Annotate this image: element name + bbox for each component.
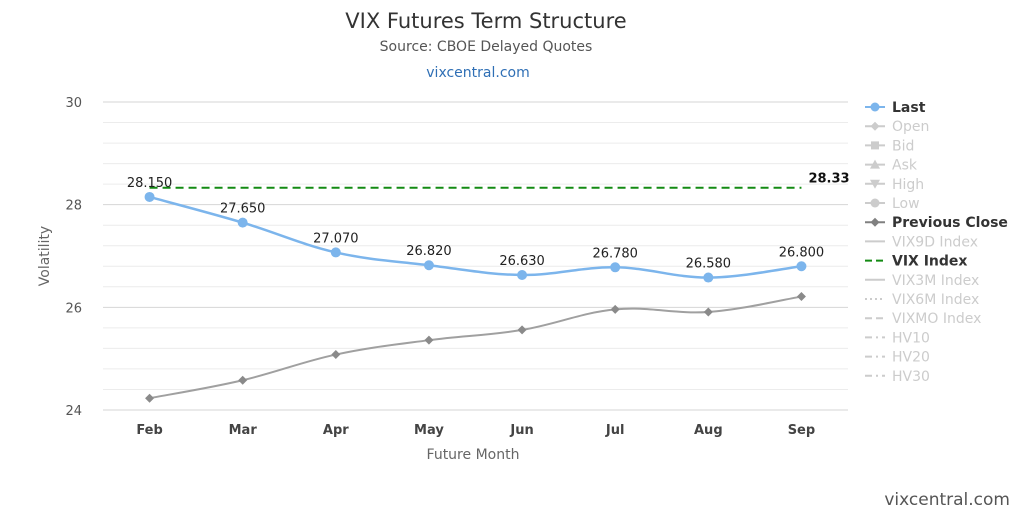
y-tick-label: 30 — [65, 96, 82, 111]
legend-marker — [870, 159, 880, 169]
data-label-last: 26.780 — [592, 246, 638, 261]
legend-label: Previous Close — [892, 215, 1008, 231]
data-label-last: 26.630 — [499, 254, 545, 269]
series-line-last — [149, 195, 802, 279]
point-last — [517, 269, 528, 280]
source-link[interactable]: vixcentral.com — [426, 65, 529, 81]
credit-link[interactable]: vixcentral.com — [884, 490, 1010, 510]
legend-item[interactable]: Low — [865, 196, 920, 212]
y-tick-label: 26 — [65, 301, 82, 316]
y-axis-title: Volatility — [37, 226, 53, 286]
point-last — [330, 247, 341, 258]
point-last — [423, 260, 434, 271]
legend-label: VIX3M Index — [892, 273, 979, 289]
legend-item[interactable]: Previous Close — [865, 215, 1008, 231]
legend-marker — [871, 141, 879, 150]
chart-subtitle: Source: CBOE Delayed Quotes — [380, 39, 593, 55]
series-line-previous-close — [149, 295, 802, 400]
data-label-last: 26.580 — [686, 257, 732, 272]
series-layer: 28.33 28.150 27.650 27.070 26.820 26.630 26.78… — [127, 172, 850, 403]
legend-label: VIXMO Index — [892, 311, 981, 327]
point-previous-close — [703, 307, 713, 317]
y-tick-label: 28 — [65, 199, 82, 214]
data-label-last: 28.150 — [127, 176, 173, 191]
legend-label: High — [892, 177, 924, 193]
legend-item[interactable]: Ask — [865, 158, 918, 174]
legend-item[interactable]: High — [865, 177, 924, 193]
legend-item[interactable]: VIXMO Index — [865, 311, 981, 327]
grid — [103, 101, 848, 411]
legend-item[interactable]: Bid — [865, 138, 914, 154]
point-previous-close — [238, 375, 248, 385]
point-previous-close — [796, 292, 806, 302]
legend-item[interactable]: VIX6M Index — [865, 292, 979, 308]
legend-item[interactable]: VIX9D Index — [865, 234, 978, 250]
chart-title: VIX Futures Term Structure — [345, 9, 626, 33]
legend: Last Open Bid Ask High Low Previous Close VIX9D… — [865, 100, 1008, 385]
legend-label: VIX9D Index — [892, 234, 978, 250]
x-axis: Feb Mar Apr May Jun Jul Aug Sep — [136, 423, 815, 438]
x-tick-label: Feb — [136, 423, 162, 438]
legend-marker — [870, 121, 880, 131]
data-label-vix-index: 28.33 — [808, 172, 849, 187]
legend-marker — [870, 217, 880, 227]
legend-item[interactable]: Open — [865, 119, 929, 135]
data-label-last: 26.820 — [406, 244, 452, 259]
point-last — [237, 217, 248, 228]
point-previous-close — [610, 304, 620, 314]
point-previous-close — [424, 335, 434, 345]
legend-item[interactable]: Last — [865, 100, 926, 116]
legend-marker — [870, 179, 880, 189]
legend-item[interactable]: VIX3M Index — [865, 273, 979, 289]
point-last — [144, 191, 155, 202]
x-tick-label: Jul — [605, 423, 625, 438]
x-tick-label: Aug — [694, 423, 723, 438]
x-tick-label: May — [414, 423, 444, 438]
y-tick-label: 24 — [65, 404, 82, 419]
legend-label: Open — [892, 119, 929, 135]
point-previous-close — [331, 350, 341, 360]
legend-label: VIX Index — [892, 254, 967, 270]
x-axis-title: Future Month — [427, 447, 520, 463]
legend-item[interactable]: HV20 — [865, 350, 930, 366]
data-label-last: 26.800 — [779, 245, 825, 260]
y-axis: 24 26 28 30 — [65, 96, 82, 419]
legend-label: VIX6M Index — [892, 292, 979, 308]
legend-marker — [870, 198, 880, 208]
point-previous-close — [145, 393, 155, 403]
legend-label: Low — [892, 196, 920, 212]
legend-item[interactable]: VIX Index — [865, 254, 967, 270]
legend-label: HV20 — [892, 350, 930, 366]
point-last — [703, 272, 714, 283]
x-tick-label: Jun — [509, 423, 533, 438]
data-label-last: 27.650 — [220, 202, 266, 217]
legend-label: HV30 — [892, 369, 930, 385]
legend-item[interactable]: HV30 — [865, 369, 930, 385]
legend-label: Bid — [892, 138, 914, 154]
legend-label: Last — [892, 100, 926, 116]
x-tick-label: Apr — [323, 423, 349, 438]
data-label-last: 27.070 — [313, 231, 359, 246]
legend-item[interactable]: HV10 — [865, 330, 930, 346]
point-previous-close — [517, 325, 527, 335]
legend-label: HV10 — [892, 330, 930, 346]
legend-label: Ask — [892, 158, 918, 174]
legend-marker — [870, 102, 880, 112]
point-last — [610, 262, 621, 273]
point-last — [796, 261, 807, 272]
x-tick-label: Sep — [788, 423, 816, 438]
x-tick-label: Mar — [229, 423, 258, 438]
